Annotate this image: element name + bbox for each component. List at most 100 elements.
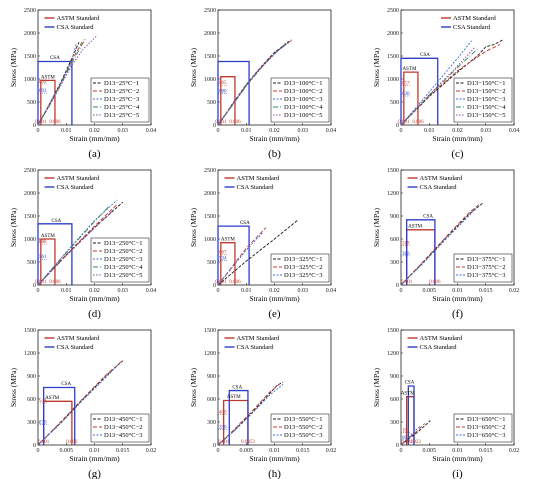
standards-legend: ASTM Standard CSA Standard bbox=[407, 335, 463, 351]
series-line bbox=[400, 48, 478, 126]
legend-label: D13−100°C−1 bbox=[284, 80, 322, 87]
series-line bbox=[217, 231, 264, 286]
csa-standard-box bbox=[217, 225, 250, 285]
standard-box-tag: CSA bbox=[50, 56, 60, 61]
series-line bbox=[217, 384, 284, 446]
legend-label: D13−250°C−2 bbox=[104, 248, 142, 255]
x-tick-label: 0.02 bbox=[89, 128, 100, 134]
legend-label: D13−150°C−4 bbox=[467, 104, 506, 111]
stress-marker: 630 bbox=[402, 92, 410, 97]
y-axis-label: Stress (MPa) bbox=[9, 368, 18, 407]
y-axis-label: Stress (MPa) bbox=[372, 48, 381, 87]
x-tick-label: 0.01 bbox=[61, 288, 72, 294]
y-tick-label: 2500 bbox=[204, 168, 216, 174]
x-tick-label: 0.015 bbox=[479, 288, 493, 294]
y-tick-label: 500 bbox=[27, 100, 36, 106]
strain-marker: 0.001 bbox=[38, 440, 50, 445]
legend-label: D13−100°C−5 bbox=[284, 112, 322, 119]
x-axis-label: Strain (mm/mm) bbox=[249, 294, 300, 303]
strain-marker: 0.001 bbox=[218, 440, 230, 445]
y-tick-label: 1000 bbox=[204, 77, 216, 83]
x-tick-label: 0.01 bbox=[241, 288, 252, 294]
legend-label: ASTM Standard bbox=[57, 15, 101, 22]
legend-label: D13−450°C−1 bbox=[104, 416, 142, 423]
x-tick-label: 0 bbox=[217, 448, 220, 454]
strain-marker: 0.006 bbox=[66, 440, 78, 445]
y-tick-label: 2500 bbox=[204, 8, 216, 14]
strain-marker: 0.006 bbox=[229, 120, 241, 125]
standard-box-tag: CSA bbox=[51, 219, 61, 224]
x-axis-label: Strain (mm/mm) bbox=[69, 294, 120, 303]
standard-box-tag: CSA bbox=[240, 221, 250, 226]
series-legend: D13−25°C−1D13−25°C−2D13−25°C−3D13−25°C−4… bbox=[90, 77, 150, 123]
x-tick-label: 0 bbox=[37, 288, 40, 294]
series-line bbox=[400, 39, 503, 126]
y-tick-label: 1500 bbox=[24, 328, 36, 334]
series-line bbox=[37, 206, 109, 286]
y-tick-label: 900 bbox=[390, 374, 399, 380]
series-line bbox=[217, 220, 298, 286]
x-tick-label: 0.02 bbox=[452, 128, 463, 134]
legend-box bbox=[90, 413, 150, 443]
y-tick-label: 300 bbox=[27, 420, 36, 426]
strain-marker: 0.001 bbox=[35, 120, 47, 125]
legend-label: CSA Standard bbox=[420, 184, 458, 191]
legend-label: D13−650°C−2 bbox=[467, 424, 505, 431]
y-tick-label: 600 bbox=[27, 397, 36, 403]
strain-marker: 0.006 bbox=[49, 280, 61, 285]
y-tick-label: 1500 bbox=[204, 214, 216, 220]
standard-box-tag: ASTM bbox=[45, 396, 59, 401]
y-tick-label: 1500 bbox=[387, 328, 399, 334]
x-tick-label: 0.005 bbox=[240, 448, 254, 454]
panel-b: 0 0.01 0.02 0.03 0.04 0 500 1000 1500 2000 2500 Str… bbox=[189, 8, 336, 160]
series-line bbox=[37, 208, 115, 286]
y-tick-label: 0 bbox=[396, 283, 399, 289]
legend-label: D13−650°C−3 bbox=[467, 432, 505, 439]
csa-standard-box bbox=[37, 223, 73, 285]
stress-marker: 857 bbox=[402, 82, 410, 87]
legend-label: ASTM Standard bbox=[237, 175, 281, 182]
series-line bbox=[400, 47, 475, 126]
legend-label: D13−250°C−3 bbox=[104, 256, 142, 263]
standards-legend: ASTM Standard CSA Standard bbox=[441, 15, 497, 31]
y-tick-label: 2500 bbox=[24, 168, 36, 174]
y-tick-label: 1200 bbox=[387, 351, 399, 357]
x-tick-label: 0 bbox=[37, 448, 40, 454]
standard-box-tag: ASTM bbox=[221, 238, 235, 243]
x-tick-label: 0 bbox=[400, 288, 403, 294]
standard-box-tag: ASTM bbox=[408, 225, 422, 230]
y-tick-label: 500 bbox=[207, 100, 216, 106]
legend-label: CSA Standard bbox=[237, 184, 275, 191]
y-tick-label: 0 bbox=[213, 443, 216, 449]
legend-label: D13−25°C−4 bbox=[104, 104, 140, 111]
legend-label: D13−325°C−3 bbox=[284, 272, 322, 279]
x-tick-label: 0.005 bbox=[60, 448, 74, 454]
x-tick-label: 0.03 bbox=[298, 128, 309, 134]
x-tick-label: 0.015 bbox=[296, 448, 310, 454]
x-tick-label: 0.01 bbox=[424, 128, 435, 134]
strain-marker: 0.006 bbox=[412, 120, 424, 125]
legend-box bbox=[453, 253, 513, 283]
stress-marker: 162 bbox=[402, 429, 410, 434]
strain-marker: 0.006 bbox=[49, 120, 61, 125]
y-tick-label: 2500 bbox=[387, 8, 399, 14]
legend-box bbox=[270, 77, 330, 123]
panel-g: 0 0.005 0.01 0.015 0.02 0 300 600 900 1200 1500 Str… bbox=[9, 328, 156, 479]
panel-label: (f) bbox=[452, 308, 463, 320]
y-axis-label: Stress (MPa) bbox=[189, 208, 198, 247]
y-tick-label: 300 bbox=[390, 260, 399, 266]
astm-standard-box bbox=[220, 242, 236, 285]
strain-marker: 0.001 bbox=[215, 280, 227, 285]
stress-marker: 270 bbox=[39, 420, 47, 425]
panel-e: 0 0.01 0.02 0.03 0.04 0 500 1000 1500 2000 2500 Str… bbox=[189, 168, 336, 320]
y-tick-label: 1200 bbox=[204, 351, 216, 357]
y-tick-label: 1200 bbox=[24, 351, 36, 357]
y-tick-label: 0 bbox=[213, 123, 216, 129]
x-tick-label: 0 bbox=[400, 448, 403, 454]
astm-standard-box bbox=[403, 71, 419, 125]
legend-box bbox=[90, 237, 150, 283]
panel-label: (h) bbox=[268, 468, 281, 479]
panel-label: (e) bbox=[268, 308, 281, 320]
legend-label: D13−550°C−2 bbox=[284, 424, 322, 431]
